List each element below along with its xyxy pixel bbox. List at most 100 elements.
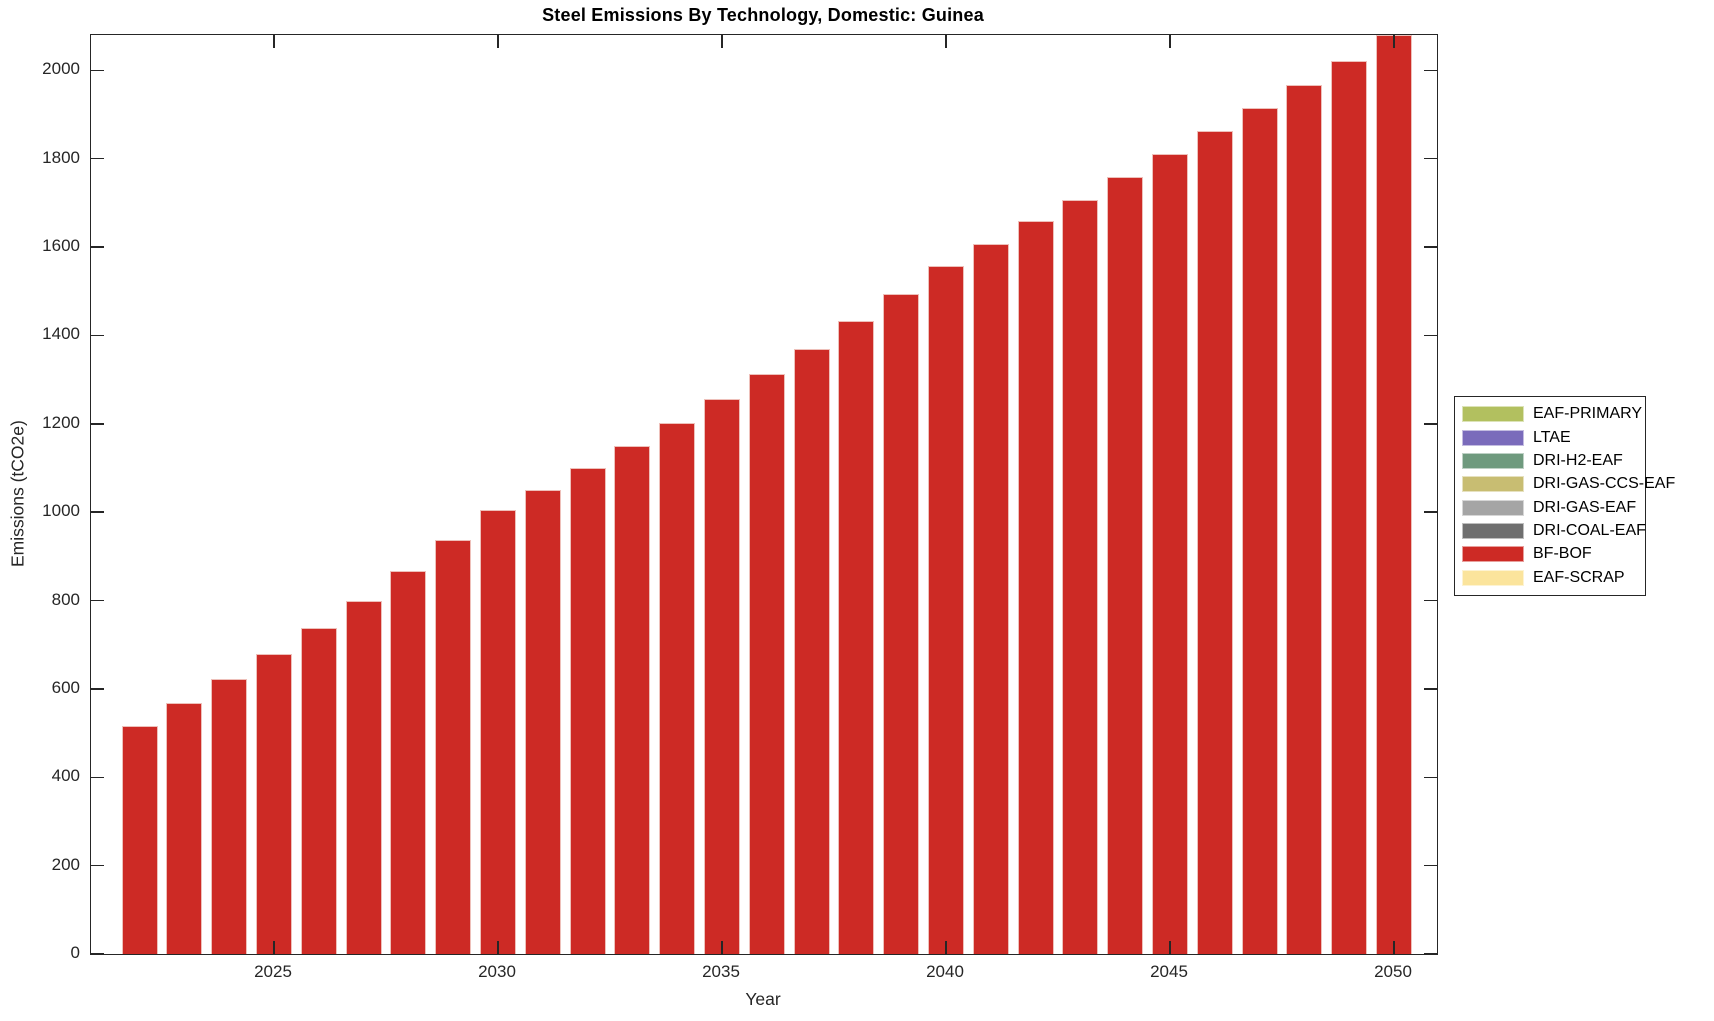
y-tick-left [91,334,104,337]
chart-title: Steel Emissions By Technology, Domestic:… [542,5,984,25]
bar-2027 [345,600,382,954]
y-tick-right [1424,334,1437,337]
y-tick-label: 2000 [42,59,80,79]
y-tick-label: 1200 [42,412,80,432]
legend-swatch-icon [1462,499,1524,516]
y-tick-label: 600 [51,677,80,697]
bar-2049 [1331,60,1368,954]
bar-2043 [1062,200,1099,954]
x-tick-bottom [721,941,723,954]
x-tick-bottom [273,941,275,954]
y-tick-right [1424,157,1437,160]
bar-2045 [1152,154,1188,954]
bar-2036 [748,374,785,954]
x-tick-bottom [945,941,947,954]
legend-item-dri-coal-eaf: DRI-COAL-EAF [1455,521,1646,540]
bar-2042 [1017,221,1054,954]
y-tick-right [1424,953,1437,955]
legend-item-eaf-primary: EAF-PRIMARY [1455,405,1645,423]
y-tick-left [91,157,104,160]
bar-2037 [793,348,830,954]
y-tick-left [91,599,104,602]
y-tick-right [1424,688,1437,690]
bar-2050 [1376,35,1412,954]
bar-2024 [211,679,248,954]
bar-2031 [524,489,561,954]
legend-swatch-icon [1462,569,1524,586]
legend-label: DRI-COAL-EAF [1533,521,1646,539]
y-tick-label: 0 [70,943,80,962]
bar-2022 [121,726,158,954]
bar-2033 [614,445,651,954]
y-tick-right [1424,864,1437,867]
x-tick-label: 2050 [1374,962,1412,981]
legend-item-eaf-scrap: EAF-SCRAP [1455,569,1645,587]
bar-2026 [300,628,337,954]
legend-item-ltae: LTAE [1455,429,1645,447]
x-tick-top [1169,35,1171,48]
x-tick-top [1393,35,1395,48]
y-tick-right [1424,599,1437,602]
bar-2035 [704,399,740,954]
x-tick-top [273,35,275,48]
legend-label: EAF-PRIMARY [1533,405,1643,423]
legend-item-dri-gas-eaf: DRI-GAS-EAF [1455,499,1645,517]
bar-2030 [480,509,516,954]
y-tick-left [91,864,104,867]
bar-2039 [883,293,920,954]
y-tick-label: 1000 [42,501,80,521]
y-tick-left [91,688,104,690]
legend-item-bf-bof: BF-BOF [1455,545,1645,563]
legend-label: BF-BOF [1533,545,1592,563]
bar-2048 [1286,84,1323,954]
y-tick-left [91,423,104,425]
legend-label: LTAE [1533,428,1571,446]
legend: EAF-PRIMARY LTAE DRI-H2-EAF DRI-GAS-CCS-EAF… [1454,396,1675,596]
y-tick-left [91,246,104,248]
bar-2040 [928,265,964,954]
y-tick-left [91,776,104,779]
y-tick-label: 200 [51,854,80,874]
x-tick-top [945,35,947,48]
legend-label: DRI-GAS-EAF [1533,498,1637,516]
y-tick-label: 800 [51,589,80,609]
bar-2034 [659,423,696,954]
legend-label: DRI-H2-EAF [1533,451,1623,469]
legend-label: DRI-GAS-CCS-EAF [1533,475,1676,493]
x-tick-label: 2035 [702,962,740,981]
y-tick-right [1424,246,1437,248]
legend-item-dri-h2-eaf: DRI-H2-EAF [1455,452,1645,470]
bar-2025 [256,653,292,954]
bar-2038 [838,321,875,954]
bar-2032 [569,468,606,954]
legend-swatch-icon [1462,406,1524,423]
x-tick-bottom [1393,941,1395,954]
x-tick-top [497,35,499,48]
legend-label: EAF-SCRAP [1533,568,1625,586]
legend-swatch-icon [1462,546,1524,563]
legend-swatch-icon [1462,452,1524,469]
y-tick-right [1424,69,1437,72]
x-tick-top [721,35,723,48]
legend-swatch-icon [1462,476,1524,493]
bar-2047 [1241,107,1278,954]
x-tick-label: 2045 [1150,962,1188,981]
y-tick-left [91,69,104,72]
x-axis-label: Year [745,989,781,1009]
y-tick-right [1424,776,1437,779]
bar-2023 [166,703,203,954]
y-tick-left [91,511,104,513]
y-tick-left [91,953,104,955]
bar-2028 [390,571,427,954]
y-tick-right [1424,511,1437,513]
y-tick-label: 400 [51,766,80,786]
legend-swatch-icon [1462,429,1524,446]
legend-item-dri-gas-ccs-eaf: DRI-GAS-CCS-EAF [1455,475,1675,493]
bar-2044 [1107,177,1144,954]
x-tick-bottom [1169,941,1171,954]
legend-swatch-icon [1462,522,1524,539]
y-axis-label: Emissions (tCO2e) [7,420,28,567]
bar-2041 [972,244,1009,954]
x-tick-label: 2030 [478,962,516,981]
